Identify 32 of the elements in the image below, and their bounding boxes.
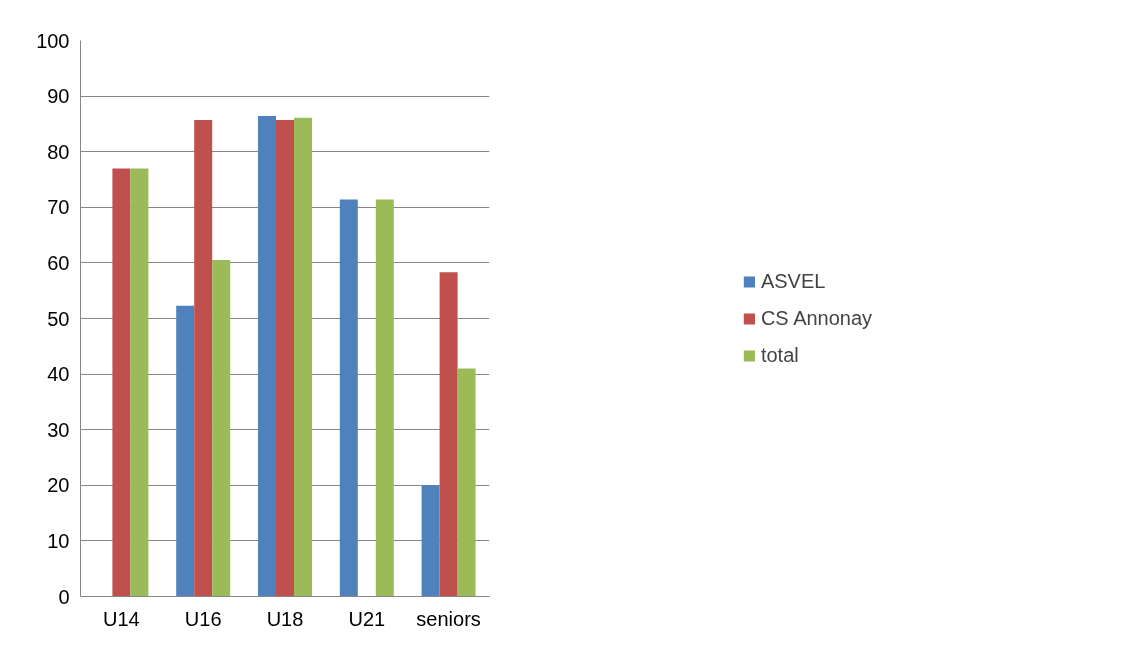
y-tick-label: 20 [47, 474, 70, 497]
legend-label: total [760, 343, 799, 367]
y-tick-label: 80 [47, 140, 70, 163]
y-tick-label: 60 [47, 251, 70, 274]
bar [112, 168, 131, 597]
bar [276, 120, 294, 597]
y-tick-label: 50 [47, 307, 70, 330]
y-tick-label: 90 [47, 85, 70, 108]
y-tick-label: 100 [36, 29, 70, 52]
y-tick-label: 40 [47, 363, 70, 386]
bar [375, 199, 394, 597]
x-tick-label: seniors [416, 607, 481, 630]
x-tick-label: U18 [266, 607, 304, 630]
bar [421, 485, 440, 597]
bar [212, 260, 231, 597]
bar [294, 117, 312, 597]
y-tick-label: 70 [47, 196, 70, 219]
y-tick-label: 0 [58, 585, 70, 608]
x-tick-label: U16 [184, 607, 222, 630]
bar [176, 305, 195, 597]
bar [194, 120, 213, 597]
bar [258, 116, 276, 597]
bar [339, 199, 358, 597]
y-tick-label: 30 [47, 418, 70, 441]
legend-label: CS Annonay [760, 306, 873, 330]
bar [457, 368, 476, 597]
x-tick-label: U21 [348, 607, 386, 630]
bar [130, 168, 149, 597]
y-tick-label: 10 [47, 529, 70, 552]
legend-label: ASVEL [760, 269, 826, 293]
x-tick-label: U14 [103, 607, 140, 630]
bar [439, 272, 458, 597]
